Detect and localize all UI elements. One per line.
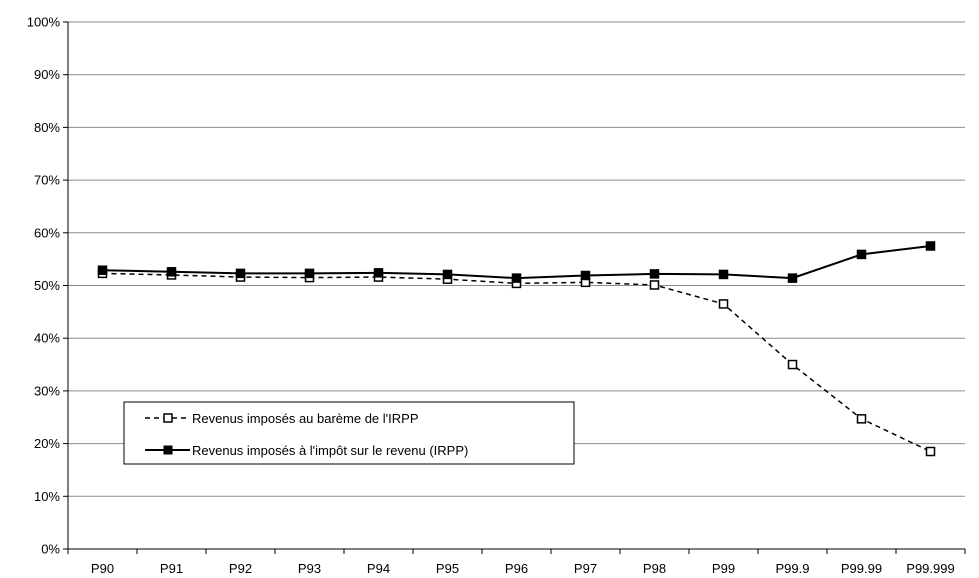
x-tick-label: P92 (229, 561, 252, 576)
series-1-point (856, 414, 867, 424)
y-tick-label: 90% (34, 67, 60, 82)
series-2-point (925, 241, 936, 251)
legend-item-2: Revenus imposés à l'impôt sur le revenu … (145, 443, 468, 458)
x-tick-label: P99.99 (841, 561, 882, 576)
series-2-point (166, 267, 177, 277)
legend-item-1: Revenus imposés au barème de l'IRPP (145, 411, 418, 426)
x-axis-ticks: P90 P91 P92 P93 P94 P95 P96 P97 P98 P99 P99.9 P99.9… (67, 549, 966, 576)
series-2-point (511, 273, 522, 283)
y-tick-label: 40% (34, 331, 60, 346)
y-tick-label: 50% (34, 278, 60, 293)
legend-swatch-2-marker (163, 445, 173, 455)
legend-box (123, 401, 575, 465)
series-1-point (649, 280, 660, 290)
series-2-point (718, 269, 729, 280)
x-tick-label: P99 (712, 561, 735, 576)
x-tick-label: P98 (643, 561, 666, 576)
series-2-point (787, 273, 798, 283)
series-2-point (649, 269, 660, 279)
series-1-point (787, 359, 798, 370)
series-2-point (442, 269, 453, 280)
x-tick-label: P94 (367, 561, 390, 576)
series-2-point (304, 268, 315, 279)
y-tick-label: 80% (34, 120, 60, 135)
y-tick-label: 100% (27, 15, 61, 30)
y-tick-label: 70% (34, 173, 60, 188)
series-2-point (235, 268, 246, 279)
y-tick-label: 20% (34, 436, 60, 451)
y-tick-label: 30% (34, 383, 60, 398)
legend-swatch-1-marker (163, 413, 173, 423)
legend-label-2: Revenus imposés à l'impôt sur le revenu … (192, 443, 468, 458)
x-tick-label: P96 (505, 561, 528, 576)
x-tick-label: P93 (298, 561, 321, 576)
x-tick-label: P99.999 (906, 561, 954, 576)
series-2-point (97, 265, 108, 275)
series-1-point (925, 446, 936, 457)
legend: Revenus imposés au barème de l'IRPP Reve… (123, 401, 575, 465)
series-2-point (373, 268, 384, 278)
x-tick-label: P95 (436, 561, 459, 576)
series-group (97, 241, 936, 457)
legend-label-1: Revenus imposés au barème de l'IRPP (192, 411, 418, 426)
x-tick-label: P90 (91, 561, 114, 576)
x-tick-label: P99.9 (776, 561, 810, 576)
series-2-point (580, 270, 591, 281)
series-2-point (856, 249, 867, 260)
x-tick-label: P97 (574, 561, 597, 576)
y-tick-label: 0% (41, 542, 60, 557)
x-tick-label: P91 (160, 561, 183, 576)
series-2-line (102, 244, 931, 280)
y-tick-label: 60% (34, 225, 60, 240)
y-tick-label: 10% (34, 489, 60, 504)
series-1-point (718, 299, 729, 309)
y-axis-ticks: 0% 10% 20% 30% 40% 50% 60% 70% 80% 90% 100% (27, 15, 68, 557)
